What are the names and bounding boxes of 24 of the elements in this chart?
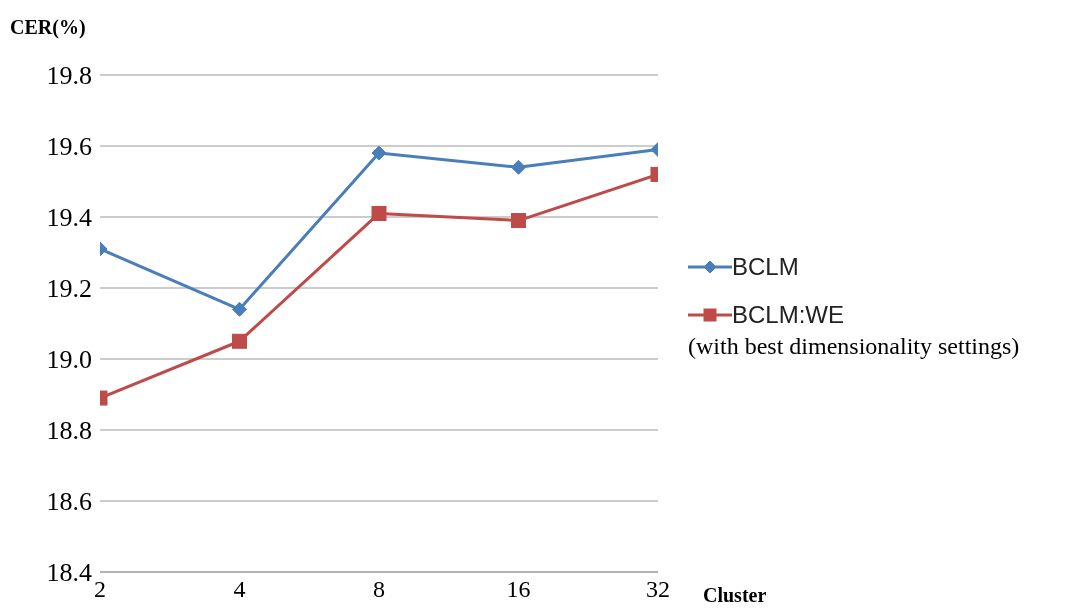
x-tick-label: 32	[646, 576, 670, 603]
x-tick-label: 8	[373, 576, 385, 603]
x-axis-title: Cluster	[703, 584, 767, 607]
point	[511, 159, 526, 175]
x-tick-label: 4	[233, 576, 246, 603]
text: (with best dimensionality settings)	[688, 333, 1020, 360]
legend-label: BCLM:WE	[732, 301, 845, 329]
point	[511, 213, 526, 229]
y-tick-label: 19.8	[46, 61, 92, 91]
y-tick-label: 18.4	[46, 558, 92, 588]
y-tick-label: 18.6	[46, 487, 92, 517]
point	[232, 333, 247, 349]
point	[232, 301, 247, 317]
y-tick-label: 19.0	[46, 345, 92, 375]
legend-label: BCLM	[732, 253, 799, 281]
y-tick-label: 19.6	[46, 132, 92, 162]
y-tick-label: 19.4	[46, 203, 92, 233]
point	[371, 205, 387, 221]
point	[371, 145, 387, 161]
y-tick-label: 19.2	[46, 274, 92, 304]
x-tick-label: 2	[94, 576, 106, 603]
y-axis-title: CER(%)	[10, 16, 86, 39]
y-tick-label: 18.8	[46, 416, 92, 446]
x-tick-label: 16	[506, 576, 531, 603]
